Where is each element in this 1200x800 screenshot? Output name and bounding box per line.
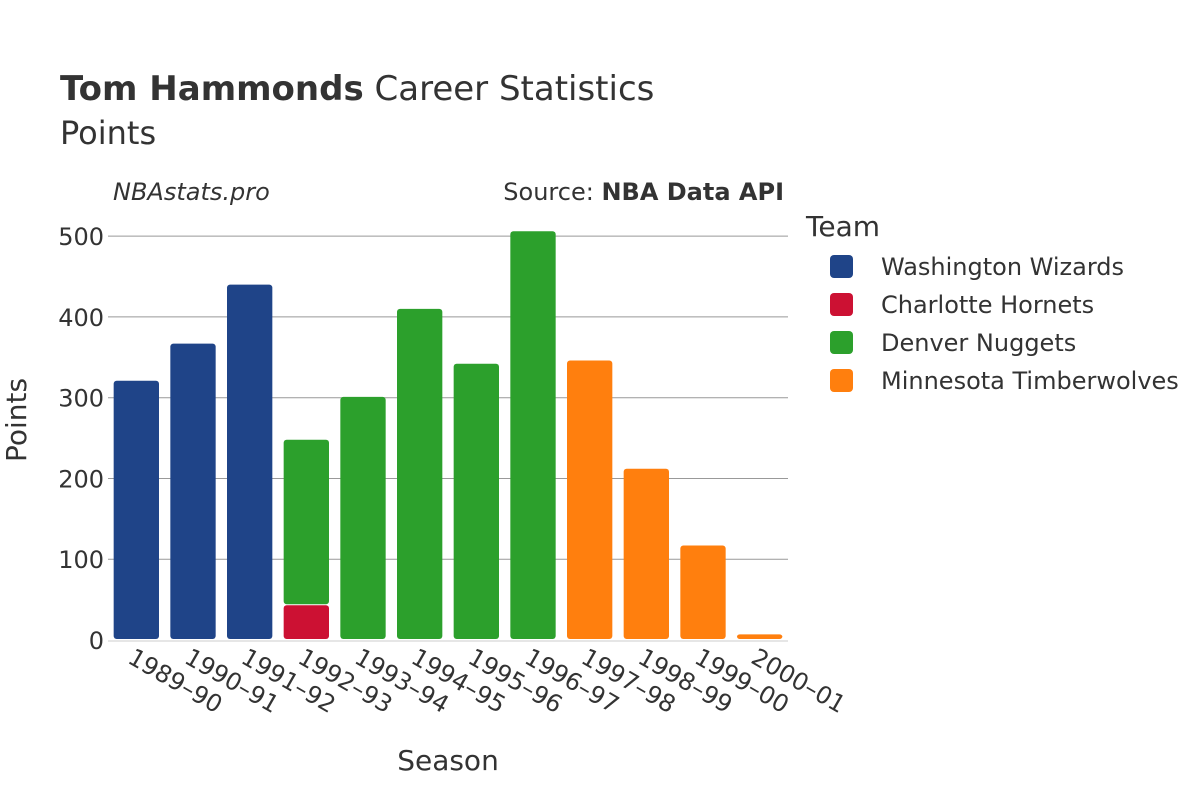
bar-2000–01-series-3 (737, 634, 783, 639)
bar-1993–94-series-2 (340, 396, 386, 639)
bars (108, 231, 788, 642)
y-tick-label: 0 (89, 627, 104, 655)
source-name: NBA Data API (601, 178, 784, 206)
y-axis-title: Points (0, 378, 33, 462)
bar-1991–92-series-0 (227, 284, 273, 639)
bar-1999–00-series-3 (680, 545, 726, 639)
y-tick-label: 200 (58, 465, 104, 493)
bar-1995–96-series-2 (453, 363, 499, 639)
legend-title: Team (805, 210, 880, 243)
legend-swatch-2 (830, 331, 853, 354)
brand-label: NBAstats.pro (113, 178, 270, 206)
chart-title: Tom Hammonds Career Statistics (60, 69, 654, 109)
source-prefix: Source: (503, 178, 601, 206)
bar-1992–93-series-2 (283, 439, 329, 605)
bar-1994–95-series-2 (397, 308, 443, 639)
legend-item-2: Denver Nuggets (881, 329, 1076, 357)
bar-1996–97-series-2 (510, 231, 556, 640)
bar-1998–99-series-3 (623, 468, 669, 639)
title-rest: Career Statistics (364, 69, 655, 109)
source-label: Source: NBA Data API (503, 178, 784, 206)
bar-1990–91-series-0 (170, 343, 216, 639)
legend: Team Washington Wizards Charlotte Hornets… (805, 210, 1179, 395)
title-player: Tom Hammonds (60, 69, 364, 109)
legend-item-0: Washington Wizards (881, 253, 1124, 281)
bar-1997–98-series-3 (567, 360, 613, 639)
x-axis-title: Season (397, 744, 499, 777)
x-axis-ticks: 1989–901990–911991–921992–931993–941994–… (123, 643, 850, 719)
y-tick-label: 300 (58, 385, 104, 413)
legend-swatch-1 (830, 293, 853, 316)
bar-1989–90-series-0 (113, 380, 159, 639)
y-tick-label: 100 (58, 546, 104, 574)
legend-item-3: Minnesota Timberwolves (881, 367, 1179, 395)
bar-1992–93-series-1 (283, 605, 329, 639)
legend-swatch-3 (830, 369, 853, 392)
grid-lines (108, 235, 788, 560)
chart-subtitle: Points (60, 114, 156, 152)
y-tick-label: 400 (58, 304, 104, 332)
legend-swatch-0 (830, 255, 853, 278)
y-axis-ticks: 0 100 200 300 400 500 (58, 223, 104, 655)
y-tick-label: 500 (58, 223, 104, 251)
legend-item-1: Charlotte Hornets (881, 291, 1094, 319)
